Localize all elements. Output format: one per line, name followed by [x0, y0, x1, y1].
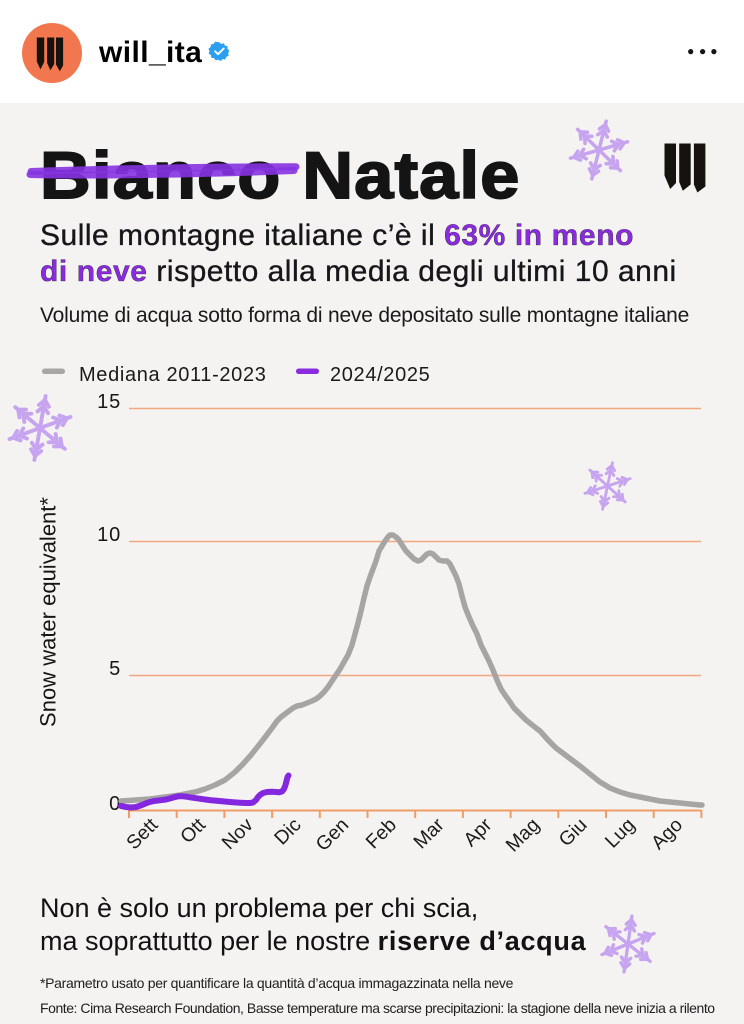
svg-text:Feb: Feb [362, 814, 401, 853]
svg-text:Mag: Mag [502, 814, 544, 856]
svg-text:0: 0 [109, 793, 121, 815]
svg-text:Ott: Ott [176, 814, 210, 848]
svg-text:Giu: Giu [555, 814, 592, 851]
svg-text:Lug: Lug [601, 814, 640, 853]
svg-text:Mar: Mar [409, 814, 449, 854]
svg-text:Snow water equivalent*: Snow water equivalent* [36, 497, 61, 727]
svg-text:15: 15 [97, 391, 121, 413]
svg-text:Gen: Gen [312, 814, 354, 856]
svg-text:Ago: Ago [647, 814, 687, 854]
svg-text:Apr: Apr [459, 814, 496, 851]
svg-text:Nov: Nov [218, 814, 258, 854]
svg-text:Dic: Dic [270, 814, 306, 850]
svg-text:Sett: Sett [122, 814, 162, 854]
svg-text:10: 10 [97, 524, 121, 546]
svg-text:5: 5 [109, 658, 121, 680]
